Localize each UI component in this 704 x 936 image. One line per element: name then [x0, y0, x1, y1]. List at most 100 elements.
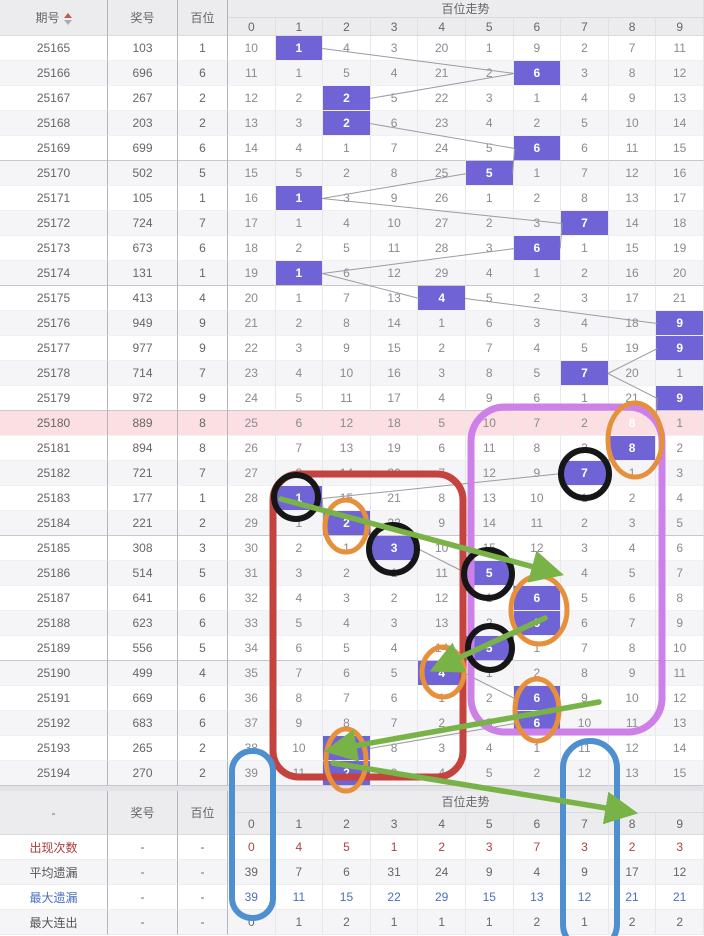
- winning-number-cell: 514: [108, 561, 178, 586]
- miss-cell: 38: [228, 736, 276, 761]
- miss-cell: 5: [561, 336, 609, 361]
- miss-cell: 37: [228, 711, 276, 736]
- miss-cell: 33: [228, 611, 276, 636]
- digit-column-header: 5: [465, 18, 514, 36]
- miss-cell: 2: [561, 261, 609, 286]
- miss-cell: 4: [608, 536, 657, 561]
- trend-row: 25186 514 5 31 3 2 1 11 5 13 4 5 7: [0, 561, 704, 586]
- stat-value-cell: 3: [656, 835, 704, 860]
- trend-row: 25185 308 3 30 2 1 3 10 15 12 3 4 6: [0, 536, 704, 561]
- stat-value-cell: 1: [418, 910, 466, 935]
- miss-cell: 3: [323, 186, 371, 211]
- miss-cell: 4: [323, 211, 371, 236]
- winning-number-cell: 724: [108, 211, 178, 236]
- miss-cell: 3: [275, 111, 324, 136]
- miss-cell: 8: [608, 636, 657, 661]
- miss-cell: 9: [418, 511, 466, 536]
- miss-cell: 7: [275, 436, 324, 461]
- trend-row: 25174 131 1 19 1 6 12 29 4 1 2 16 20: [0, 261, 704, 286]
- miss-cell: 27: [418, 211, 466, 236]
- miss-cell: 2: [608, 486, 657, 511]
- trend-row: 25169 699 6 14 4 1 7 24 5 6 6 11 15: [0, 136, 704, 161]
- miss-cell: 20: [418, 36, 466, 61]
- stat-value-cell: 1: [465, 910, 514, 935]
- miss-cell: 2: [323, 161, 371, 186]
- hit-cell: 2: [323, 86, 371, 111]
- period-cell: 25172: [0, 211, 108, 236]
- miss-cell: 10: [608, 686, 657, 711]
- miss-cell: 8: [323, 711, 371, 736]
- miss-cell: 4: [465, 736, 514, 761]
- hit-cell: 7: [561, 461, 609, 486]
- miss-cell: 4: [323, 611, 371, 636]
- winning-number-cell: 972: [108, 386, 178, 411]
- miss-cell: 8: [418, 486, 466, 511]
- miss-cell: 16: [608, 261, 657, 286]
- trend-row: 25181 894 8 26 7 13 19 6 11 8 3 8 2: [0, 436, 704, 461]
- miss-cell: 5: [465, 761, 514, 786]
- period-cell: 25186: [0, 561, 108, 586]
- miss-cell: 8: [370, 736, 419, 761]
- hit-cell: 2: [323, 736, 371, 761]
- winning-number-cell: 977: [108, 336, 178, 361]
- miss-cell: 11: [608, 711, 657, 736]
- stat-value-cell: 1: [561, 910, 609, 935]
- stats-header-hundreds: 百位: [178, 791, 228, 835]
- period-cell: 25193: [0, 736, 108, 761]
- period-cell: 25194: [0, 761, 108, 786]
- period-cell: 25166: [0, 61, 108, 86]
- winning-number-cell: 669: [108, 686, 178, 711]
- miss-cell: 3: [465, 86, 514, 111]
- miss-cell: 1: [513, 261, 562, 286]
- hundreds-digit-cell: 1: [178, 261, 228, 286]
- stats-header-number: 奖号: [108, 791, 178, 835]
- trend-row: 25179 972 9 24 5 11 17 4 9 6 1 21 9: [0, 386, 704, 411]
- trend-row: 25167 267 2 12 2 2 5 22 3 1 4 9 13: [0, 86, 704, 111]
- miss-cell: 5: [323, 236, 371, 261]
- stat-value-cell: 0: [228, 835, 276, 860]
- miss-cell: 4: [561, 561, 609, 586]
- miss-cell: 12: [228, 86, 276, 111]
- miss-cell: 3: [513, 211, 562, 236]
- miss-cell: 1: [465, 186, 514, 211]
- miss-cell: 13: [656, 711, 704, 736]
- miss-cell: 6: [323, 661, 371, 686]
- trend-row: 25168 203 2 13 3 2 6 23 4 2 5 10 14: [0, 111, 704, 136]
- miss-cell: 2: [513, 661, 562, 686]
- miss-cell: 1: [561, 236, 609, 261]
- miss-cell: 5: [465, 136, 514, 161]
- miss-cell: 22: [370, 511, 419, 536]
- miss-cell: 19: [656, 236, 704, 261]
- stat-value-cell: 12: [561, 885, 609, 910]
- miss-cell: 19: [228, 261, 276, 286]
- miss-cell: 9: [608, 661, 657, 686]
- trend-title: 百位走势: [228, 0, 704, 18]
- miss-cell: 15: [656, 761, 704, 786]
- miss-cell: 3: [275, 336, 324, 361]
- stats-header-period: -: [0, 791, 108, 835]
- miss-cell: 5: [465, 286, 514, 311]
- digit-column-header: 7: [561, 813, 609, 835]
- miss-cell: 14: [228, 136, 276, 161]
- miss-cell: 2: [465, 686, 514, 711]
- stat-value-cell: 21: [608, 885, 657, 910]
- stat-value-cell: 2: [513, 910, 562, 935]
- hit-cell: 2: [323, 111, 371, 136]
- column-header-period[interactable]: 期号: [0, 0, 108, 36]
- miss-cell: 6: [561, 136, 609, 161]
- winning-number-cell: 641: [108, 586, 178, 611]
- miss-cell: 16: [228, 186, 276, 211]
- period-header-label: 期号: [35, 11, 60, 25]
- trend-row: 25177 977 9 22 3 9 15 2 7 4 5 19 9: [0, 336, 704, 361]
- period-cell: 25178: [0, 361, 108, 386]
- miss-cell: 11: [656, 36, 704, 61]
- miss-cell: 8: [465, 361, 514, 386]
- miss-cell: 11: [370, 236, 419, 261]
- sort-icon[interactable]: [63, 12, 72, 25]
- miss-cell: 1: [418, 311, 466, 336]
- digit-column-header: 9: [656, 18, 704, 36]
- column-header-number: 奖号: [108, 0, 178, 36]
- period-cell: 25182: [0, 461, 108, 486]
- miss-cell: 1: [275, 211, 324, 236]
